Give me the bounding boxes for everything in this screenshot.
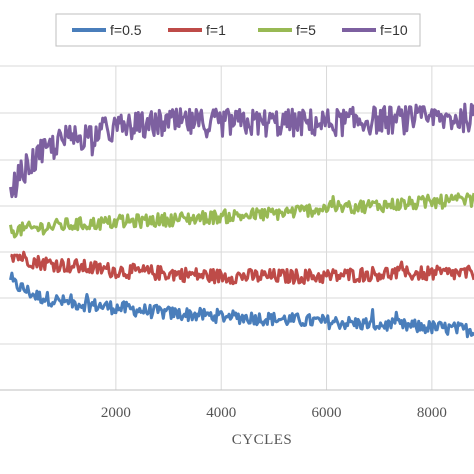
legend-label: f=1 xyxy=(206,22,226,38)
legend-label: f=0.5 xyxy=(110,22,142,38)
legend: f=0.5 f=1 f=5 f=10 xyxy=(56,14,420,46)
legend-label: f=10 xyxy=(380,22,408,38)
series-line-f-5 xyxy=(11,193,474,237)
series-line-f-0-5 xyxy=(11,273,474,337)
x-tick-label: 8000 xyxy=(417,405,447,421)
series-line-f-10 xyxy=(11,104,474,197)
x-tick-label: 2000 xyxy=(101,405,131,421)
x-tick-label: 6000 xyxy=(312,405,342,421)
x-axis-ticks: 2000 4000 6000 8000 xyxy=(101,405,447,421)
series-line-f-1 xyxy=(11,252,474,284)
legend-label: f=5 xyxy=(296,22,316,38)
series-group xyxy=(11,104,474,337)
x-tick-label: 4000 xyxy=(206,405,236,421)
x-axis-title: CYCLES xyxy=(232,432,293,448)
